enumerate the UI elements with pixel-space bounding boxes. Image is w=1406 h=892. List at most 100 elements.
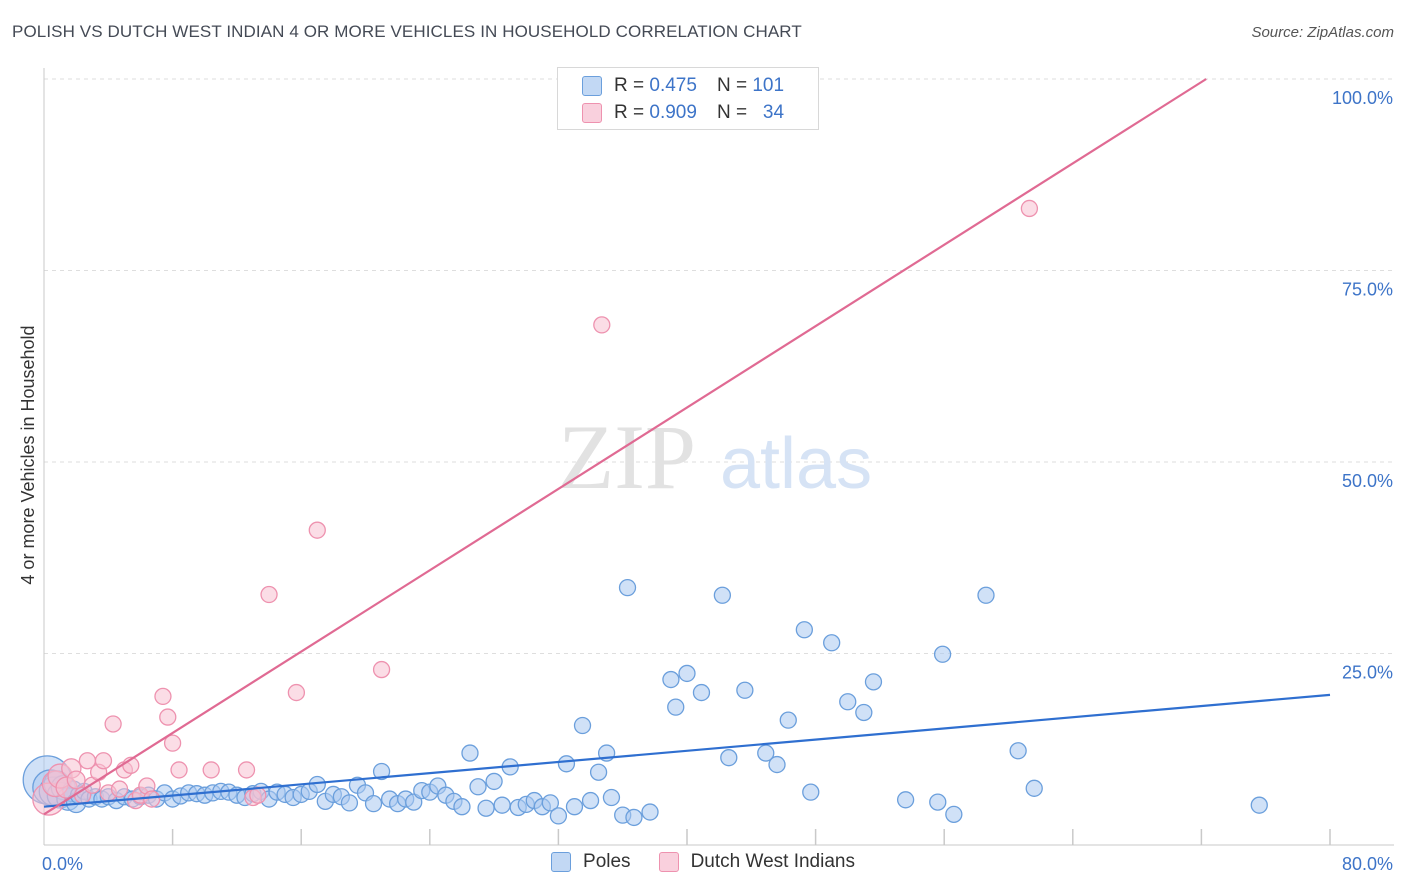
poles-point [641,803,659,821]
dwi-swatch [582,103,602,123]
y-tick-label: 75.0% [1342,280,1393,300]
poles-point [340,794,359,812]
correlation-legend: R = 0.475 N = 101 R = 0.909 N = 34 [557,67,819,130]
dwi-point [308,521,326,539]
data-points [22,199,1268,827]
poles-point [933,645,952,663]
tick-labels: 25.0% 50.0% 75.0% 100.0% 0.0% 80.0% [42,88,1393,874]
dwi-point [593,316,611,334]
poles-point [485,772,503,791]
dwi-swatch [658,852,679,872]
grid-lines [44,78,1394,654]
poles-swatch [582,76,602,96]
dwi-point [66,770,86,790]
legend-item-poles[interactable]: Poles [551,851,631,873]
poles-point [493,796,511,814]
poles-point [802,783,820,801]
n-value: 101 [752,75,785,96]
watermark: ZIP atlas [558,406,872,508]
poles-point [581,791,600,810]
poles-point [929,793,947,811]
poles-point [565,798,584,816]
poles-point [549,807,568,825]
poles-swatch [551,852,572,872]
dwi-point [143,790,161,808]
watermark-zip: ZIP [558,406,696,508]
dwi-point [202,761,220,779]
poles-point [692,683,711,702]
dwi-point [159,708,177,726]
dwi-point [1020,199,1039,218]
poles-point [1250,796,1268,814]
r-label: R = [614,102,645,123]
dwi-point [237,761,256,779]
legend-row-dwi: R = 0.909 N = 34 [582,101,784,125]
r-value: 0.475 [649,75,697,96]
y-tick-label: 25.0% [1342,663,1393,683]
poles-point [461,744,479,762]
axes [43,68,1394,846]
poles-point [896,791,915,809]
watermark-atlas: atlas [720,424,872,504]
poles-point [667,698,685,716]
poles-point [713,586,732,604]
poles-point [720,749,738,767]
trend-lines [43,78,1331,816]
poles-point [1009,742,1027,760]
poles-point [589,763,608,781]
poles-point [795,621,813,639]
poles-point [477,799,495,817]
legend-label-poles: Poles [583,851,631,872]
poles-point [573,716,592,735]
poles-point [372,762,391,781]
source-label: Source: ZipAtlas.com [1251,24,1394,41]
poles-point [1025,779,1043,797]
dwi-point [163,734,182,752]
poles-point [453,798,471,816]
chart-title: POLISH VS DUTCH WEST INDIAN 4 OR MORE VE… [12,22,802,41]
r-value: 0.909 [649,102,697,123]
poles-point [945,805,963,824]
poles-point [823,634,841,652]
legend-row-poles: R = 0.475 N = 101 [582,74,784,98]
poles-point [839,693,857,711]
poles-point [864,673,883,691]
x-tick-label: 0.0% [42,854,83,874]
poles-point [779,711,797,729]
poles-point [364,794,383,813]
y-axis-label: 4 or more Vehicles in Household [18,325,38,584]
poles-point [618,578,637,597]
r-label: R = [614,75,645,96]
n-label: N = [716,102,748,123]
y-tick-label: 50.0% [1342,471,1393,491]
poles-point [757,744,775,762]
x-tick-label: 80.0% [1342,854,1393,874]
poles-point [977,586,995,604]
n-label: N = [716,75,748,96]
dwi-point [154,687,172,706]
n-value: 34 [762,102,785,123]
dwi-point [94,752,113,770]
dwi-point [104,715,122,733]
series-legend: Poles Dutch West Indians [0,851,1406,873]
poles-point [768,755,786,774]
dwi-point [170,761,188,779]
poles-point [541,794,560,812]
dwi-point [287,683,306,702]
poles-point [678,664,696,683]
poles-point [557,755,576,773]
dwi-trend-line [43,78,1207,816]
dwi-point [372,660,391,679]
dwi-point [260,585,278,604]
poles-point [469,778,487,796]
poles-point [662,670,680,689]
legend-item-dwi[interactable]: Dutch West Indians [658,851,855,873]
y-tick-label: 100.0% [1332,88,1393,108]
dwi-point [110,780,129,798]
poles-trend-line [43,693,1331,808]
poles-point [625,808,643,827]
legend-label-dwi: Dutch West Indians [690,851,855,872]
poles-point [736,681,754,699]
poles-point [602,788,621,807]
